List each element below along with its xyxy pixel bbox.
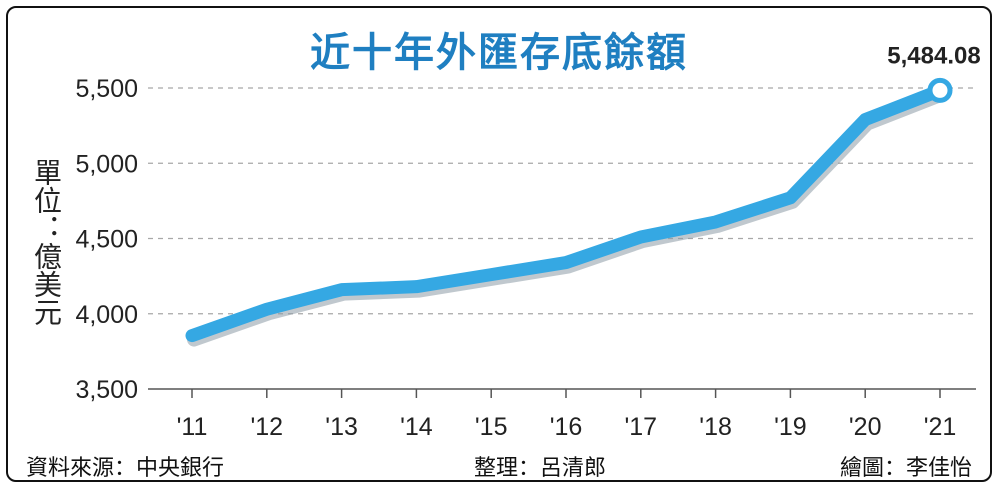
x-tick-label: '16 <box>550 413 583 441</box>
y-tick-label: 5,500 <box>75 75 138 103</box>
editor-credit: 整理：呂清郎 <box>474 456 607 481</box>
y-tick-label: 4,500 <box>75 226 138 254</box>
data-labels: 5,484.08 <box>887 42 981 103</box>
x-tick-label: '15 <box>475 413 508 441</box>
x-tick-label: '12 <box>251 413 284 441</box>
source-credit: 資料來源：中央銀行 <box>26 456 225 481</box>
endpoint-marker <box>927 77 953 103</box>
x-tick-label: '19 <box>774 413 807 441</box>
y-tick-label: 5,000 <box>75 150 138 178</box>
footer: 資料來源：中央銀行 整理：呂清郎 繪圖：李佳怡 <box>8 450 990 480</box>
x-tick-label: '21 <box>924 413 957 441</box>
x-tick-label: '13 <box>325 413 358 441</box>
series-line-path <box>185 83 947 343</box>
x-tick-label: '14 <box>400 413 433 441</box>
x-tick-label: '20 <box>849 413 882 441</box>
series-line <box>185 83 949 347</box>
data-label: 5,484.08 <box>887 42 980 69</box>
x-tick-label: '11 <box>177 413 208 441</box>
chart-frame: 近十年外匯存底餘額 單位：億美元 3,500 4,000 4,500 5,000 5,5… <box>6 6 992 482</box>
y-tick-label: 4,000 <box>75 301 138 329</box>
y-tick-label: 3,500 <box>75 376 138 404</box>
unit-label: 單位：億美元 <box>30 158 63 326</box>
x-tick-label: '17 <box>625 413 658 441</box>
graphic-credit: 繪圖：李佳怡 <box>839 456 972 481</box>
chart-title: 近十年外匯存底餘額 <box>310 30 688 76</box>
y-tick-labels: 3,500 4,000 4,500 5,000 5,500 <box>75 75 138 404</box>
x-tick-label: '18 <box>699 413 732 441</box>
x-axis: '11 '12 '13 '14 '15 '16 '17 '18 '19 '20 '21 <box>177 389 957 441</box>
